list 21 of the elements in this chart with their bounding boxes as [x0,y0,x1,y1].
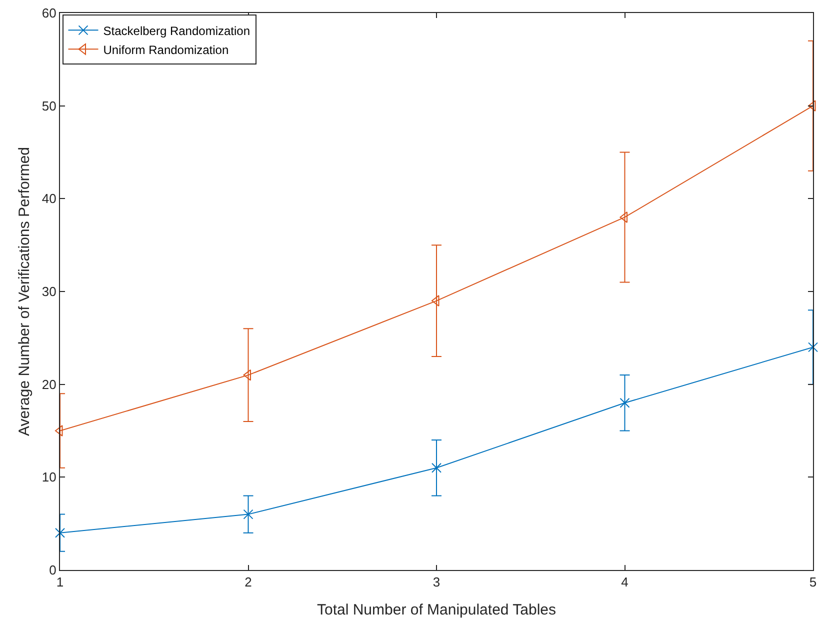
y-tick-label: 60 [42,6,56,21]
legend-label: Stackelberg Randomization [103,24,250,38]
y-tick-label: 10 [42,470,56,485]
x-tick-label: 1 [56,574,64,590]
y-tick-label: 30 [42,284,56,300]
y-axis-title: Average Number of Verifications Performed [16,146,34,436]
legend-label: Uniform Randomization [103,42,229,57]
x-tick-label: 5 [809,574,817,590]
point [243,509,254,520]
point [620,398,630,408]
y-tick-label: 50 [42,98,56,114]
x-axis-title: Total Number of Manipulated Tables [316,602,556,619]
y-tick-label: 0 [49,562,56,578]
point [808,342,818,352]
point [432,462,442,473]
x-tick-label: 4 [621,574,628,590]
y-tick-label: 40 [42,191,56,206]
point [55,528,65,538]
x-tick-label: 3 [432,574,440,590]
x-tick-label: 2 [244,574,252,590]
y-tick-label: 20 [42,376,56,392]
